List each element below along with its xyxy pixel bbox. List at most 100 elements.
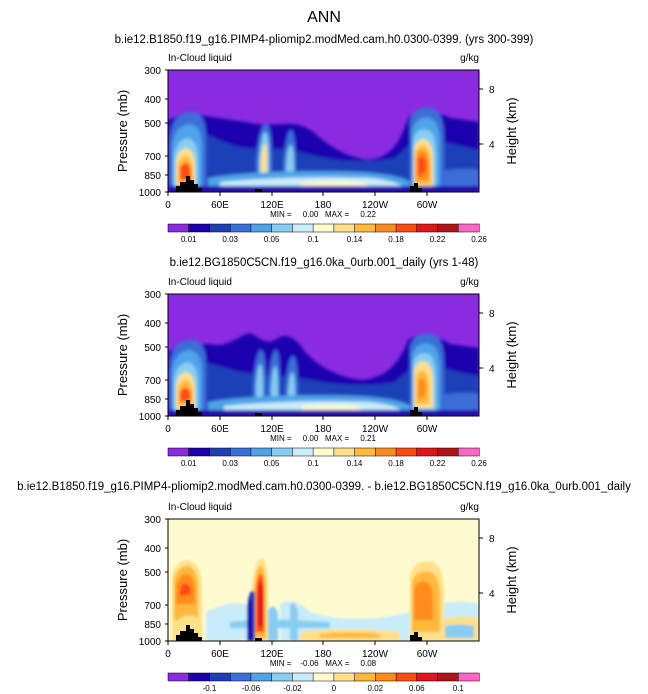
panel-1-xtick-0: 0: [165, 200, 171, 211]
colorbar-swatch: [458, 447, 480, 457]
panel-1-ytick-850: 850: [144, 171, 161, 182]
panel-2-title: b.ie12.BG1850C5CN.f19_g16.0ka_0urb.001_d…: [170, 257, 479, 269]
panel-1-xtick-180: 180: [315, 200, 332, 211]
panel-1-xtick-120w: 120W: [362, 200, 389, 211]
colorbar-swatch: [354, 447, 376, 457]
panel-1-y2-axis: 8 4 Height (km): [479, 85, 519, 165]
colorbar-swatch: [375, 447, 397, 457]
colorbar-label: 0.1: [453, 684, 465, 693]
panel-2-ytick-300: 300: [144, 290, 161, 301]
colorbar-label: 0.01: [181, 235, 197, 244]
panel-1-field-label: In-Cloud liquid: [168, 53, 232, 64]
panel-1-xtick-120e: 120E: [260, 200, 284, 211]
colorbar-swatch: [250, 447, 273, 457]
colorbar-label: 0.26: [471, 235, 487, 244]
panel-3-ylabel: Pressure (mb): [115, 539, 130, 621]
colorbar-swatch: [437, 223, 459, 233]
panel-3-xtick-120w: 120W: [362, 649, 389, 660]
panel-3-xtick-180: 180: [315, 649, 332, 660]
panel-3-xtick-60e: 60E: [211, 649, 229, 660]
colorbar-swatch: [375, 672, 397, 682]
colorbar-swatch: [333, 447, 356, 457]
panel-2-y2tick-4: 4: [489, 364, 495, 375]
panel-2-ytick-850: 850: [144, 395, 161, 406]
colorbar-swatch: [395, 672, 418, 682]
panel-1-minmax: MIN = 0.00 MAX = 0.22: [270, 210, 376, 219]
panel-2-y-axis: 300 400 500 700 850 1000 Pressure (mb): [115, 290, 168, 423]
colorbar-swatch: [333, 223, 356, 233]
colorbar-swatch: [271, 223, 293, 233]
colorbar-label: 0.1: [308, 235, 320, 244]
colorbar-swatch: [271, 672, 293, 682]
figure-title: ANN: [307, 9, 341, 26]
panel-3-plot: [168, 519, 479, 641]
colorbar-label: 0.14: [347, 235, 363, 244]
colorbar-swatch: [209, 672, 231, 682]
panel-2-xtick-60w: 60W: [417, 424, 438, 435]
colorbar-swatch: [416, 672, 439, 682]
colorbar-swatch: [229, 672, 252, 682]
panel-3-x-axis: 0 60E 120E 180 120W 60W: [165, 641, 438, 660]
colorbar-label: -0.1: [203, 684, 217, 693]
colorbar-label: 0.03: [222, 459, 238, 468]
colorbar-label: 0.02: [368, 684, 384, 693]
panel-3-y2tick-4: 4: [489, 589, 495, 600]
panel-1-y2tick-8: 8: [489, 85, 495, 96]
panel-2-xtick-0: 0: [165, 424, 171, 435]
panel-2-xtick-120e: 120E: [260, 424, 284, 435]
panel-3-xtick-60w: 60W: [417, 649, 438, 660]
panel-1-ytick-500: 500: [144, 119, 161, 130]
panel-2-xtick-120w: 120W: [362, 424, 389, 435]
colorbar-label: 0: [332, 684, 337, 693]
colorbar-swatch: [333, 672, 356, 682]
colorbar-swatch: [209, 223, 231, 233]
colorbar-swatch: [250, 223, 273, 233]
colorbar-label: -0.02: [283, 684, 302, 693]
panel-1-ytick-400: 400: [144, 95, 161, 106]
panel-2-y2label: Height (km): [504, 321, 519, 388]
panel-2-x-axis: 0 60E 120E 180 120W 60W: [165, 416, 438, 435]
panel-3-xtick-0: 0: [165, 649, 171, 660]
panel-2-ytick-400: 400: [144, 319, 161, 330]
panel-1-ylabel: Pressure (mb): [115, 90, 130, 172]
colorbar-swatch: [167, 223, 190, 233]
colorbar-swatch: [250, 672, 273, 682]
panel-1-xtick-60e: 60E: [211, 200, 229, 211]
panel-2-plot: [168, 294, 479, 416]
colorbar-swatch: [271, 447, 293, 457]
panel-2-units: g/kg: [460, 277, 479, 288]
panel-1-y2tick-4: 4: [489, 140, 495, 151]
panel-1-title: b.ie12.B1850.f19_g16.PIMP4-pliomip2.modM…: [115, 34, 534, 46]
colorbar-swatch: [312, 223, 335, 233]
colorbar-label: 0.1: [308, 459, 320, 468]
panel-3-ytick-850: 850: [144, 620, 161, 631]
colorbar-swatch: [458, 672, 480, 682]
colorbar-label: 0.26: [471, 459, 487, 468]
panel-2-minmax: MIN = 0.00 MAX = 0.21: [270, 434, 376, 443]
colorbar-swatch: [395, 223, 418, 233]
panel-3-y2tick-8: 8: [489, 534, 495, 545]
panel-3-ytick-1000: 1000: [139, 637, 162, 648]
colorbar-swatch: [188, 223, 211, 233]
panel-2: b.ie12.BG1850C5CN.f19_g16.0ka_0urb.001_d…: [115, 257, 519, 468]
panel-3-title: b.ie12.B1850.f19_g16.PIMP4-pliomip2.modM…: [17, 481, 631, 493]
panel-3-minmax: MIN = -0.06 MAX = 0.08: [270, 659, 377, 668]
colorbar-swatch: [395, 447, 418, 457]
panel-2-y2-axis: 8 4 Height (km): [479, 309, 519, 389]
colorbar-swatch: [437, 672, 459, 682]
panel-3-ytick-700: 700: [144, 601, 161, 612]
panel-1-plot: [168, 70, 479, 192]
panel-3-ytick-500: 500: [144, 568, 161, 579]
colorbar-label: 0.06: [409, 684, 425, 693]
panel-1: b.ie12.B1850.f19_g16.PIMP4-pliomip2.modM…: [115, 34, 534, 244]
colorbar-swatch: [312, 672, 335, 682]
panel-3-ytick-400: 400: [144, 544, 161, 555]
colorbar-swatch: [209, 447, 231, 457]
panel-1-xtick-60w: 60W: [417, 200, 438, 211]
panel-2-xtick-60e: 60E: [211, 424, 229, 435]
panel-1-colorbar: 0.01 0.03 0.05 0.1 0.14 0.18 0.22 0.26: [167, 223, 487, 244]
colorbar-swatch: [354, 672, 376, 682]
colorbar-label: 0.01: [181, 459, 197, 468]
panel-1-ytick-700: 700: [144, 152, 161, 163]
